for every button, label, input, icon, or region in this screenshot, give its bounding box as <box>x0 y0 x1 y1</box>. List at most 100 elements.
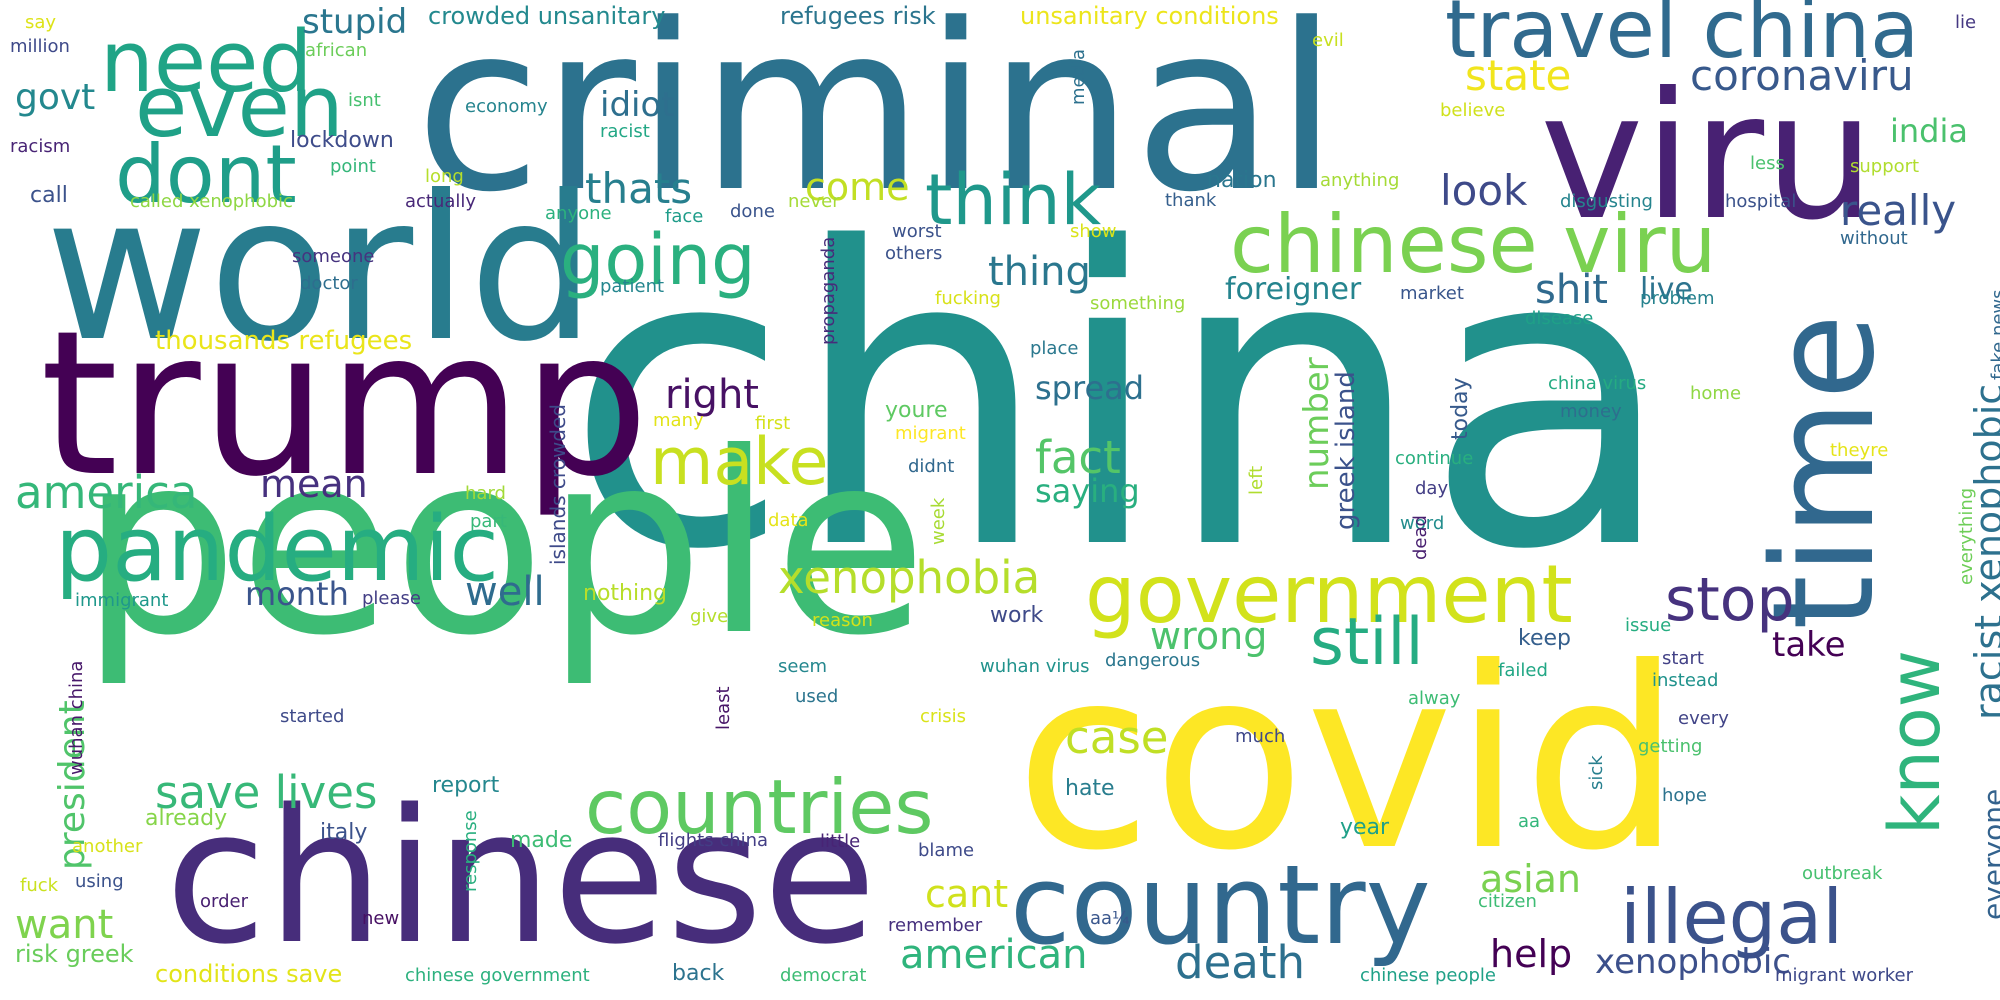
cloud-word-country: country <box>1010 841 1431 969</box>
cloud-word-wuhan-china: wuhan china <box>66 660 87 775</box>
cloud-word-immigrant: immigrant <box>75 590 169 611</box>
cloud-word-crowded-unsanitary: crowded unsanitary <box>428 2 666 30</box>
cloud-word-democrat: democrat <box>780 965 867 986</box>
cloud-word-market: market <box>1400 283 1464 304</box>
cloud-word-thank: thank <box>1165 190 1217 211</box>
cloud-word-countries: countries <box>585 763 934 851</box>
cloud-word-word: word <box>1400 513 1445 534</box>
cloud-word-outbreak: outbreak <box>1802 863 1883 884</box>
cloud-word-xenophobic: xenophobic <box>1595 942 1791 982</box>
cloud-word-already: already <box>145 806 228 831</box>
cloud-word-doctor: doctor <box>300 273 358 294</box>
cloud-word-citizen: citizen <box>1478 891 1537 912</box>
cloud-word-foreigner: foreigner <box>1225 272 1362 307</box>
cloud-word-thing: thing <box>988 249 1091 295</box>
cloud-word-another: another <box>72 836 143 857</box>
cloud-word-every: every <box>1678 708 1729 729</box>
cloud-word-think: think <box>925 159 1102 241</box>
cloud-word-italy: italy <box>320 820 368 845</box>
cloud-word-chinese-viru: chinese viru <box>1230 198 1717 291</box>
cloud-word-work: work <box>990 603 1044 628</box>
cloud-word-problem: problem <box>1640 288 1715 309</box>
cloud-word-reason: reason <box>812 610 873 631</box>
cloud-word-done: done <box>730 201 775 222</box>
cloud-word-state: state <box>1465 51 1572 100</box>
cloud-word-remember: remember <box>888 915 983 936</box>
cloud-word-started: started <box>280 706 345 727</box>
cloud-word-worst: worst <box>892 221 942 242</box>
cloud-word-isnt: isnt <box>348 90 381 111</box>
cloud-word-anyone: anyone <box>545 203 612 224</box>
cloud-word-cant: cant <box>925 872 1009 916</box>
cloud-word-evil: evil <box>1312 30 1344 51</box>
cloud-word-migrant-worker: migrant worker <box>1775 965 1913 986</box>
cloud-word-someone: someone <box>292 246 375 267</box>
cloud-word-islands-crowded: islands crowded <box>546 403 570 565</box>
cloud-word-xenophobia: xenophobia <box>778 551 1041 604</box>
cloud-word-criminal: criminal <box>415 0 1339 243</box>
cloud-word-didnt: didnt <box>908 456 955 477</box>
cloud-word-government: government <box>1085 548 1573 641</box>
cloud-word-coronaviru: coronaviru <box>1690 51 1914 100</box>
cloud-word-show: show <box>1070 221 1117 242</box>
cloud-word-fact: fact <box>1035 431 1121 484</box>
cloud-word-fuck: fuck <box>20 875 59 896</box>
cloud-word-hospital: hospital <box>1725 191 1797 212</box>
cloud-word-migrant: migrant <box>895 423 966 444</box>
cloud-word-everything: everything <box>1956 487 1977 585</box>
cloud-word-never: never <box>788 191 840 212</box>
cloud-word-illegal: illegal <box>1620 873 1844 961</box>
cloud-word-sick: sick <box>1586 755 1607 790</box>
cloud-word-getting: getting <box>1638 736 1703 757</box>
cloud-word-theyre: theyre <box>1830 440 1889 461</box>
cloud-word-asian: asian <box>1480 857 1582 901</box>
cloud-word-without: without <box>1840 228 1908 249</box>
cloud-word-less: less <box>1750 153 1785 174</box>
cloud-word-disgusting: disgusting <box>1560 191 1653 212</box>
cloud-word-nation: nation <box>1207 168 1277 193</box>
cloud-word-covid: covid <box>1015 614 1682 905</box>
cloud-word-viru: viru <box>1540 56 1876 259</box>
cloud-word-travel-china: travel china <box>1445 0 1920 76</box>
cloud-word-even: even <box>135 58 344 157</box>
cloud-word-death: death <box>1175 936 1305 989</box>
cloud-word-chinese: chinese <box>165 769 877 985</box>
cloud-word-world: world <box>45 153 596 386</box>
cloud-word-call: call <box>30 183 68 208</box>
cloud-word-well: well <box>465 569 545 615</box>
cloud-word-blame: blame <box>918 840 975 861</box>
cloud-word-govt: govt <box>15 77 96 118</box>
cloud-word-racist: racist <box>600 121 650 142</box>
cloud-word-month: month <box>245 575 349 613</box>
cloud-word-stop: stop <box>1665 565 1795 635</box>
cloud-word-refugees-risk: refugees risk <box>780 2 936 30</box>
cloud-word-please: please <box>362 588 421 609</box>
cloud-word-failed: failed <box>1498 660 1548 681</box>
cloud-word-left: left <box>1246 465 1267 495</box>
cloud-word-others: others <box>885 243 943 264</box>
cloud-word-want: want <box>15 902 114 948</box>
cloud-word-make: make <box>650 425 829 500</box>
cloud-word-india: india <box>1890 112 1968 150</box>
cloud-word-thats: thats <box>585 164 693 213</box>
cloud-word-hope: hope <box>1662 785 1707 806</box>
cloud-word-aa: aa¼ <box>1090 908 1130 929</box>
cloud-word-conditions-save: conditions save <box>155 960 343 988</box>
cloud-word-year: year <box>1340 815 1390 840</box>
cloud-word-dont: dont <box>115 128 297 221</box>
cloud-word-need: need <box>100 13 313 112</box>
cloud-word-dangerous: dangerous <box>1105 650 1201 671</box>
cloud-word-unsanitary-conditions: unsanitary conditions <box>1020 2 1279 30</box>
cloud-word-say: say <box>25 12 57 33</box>
cloud-word-number: number <box>1297 357 1337 490</box>
cloud-word-look: look <box>1440 166 1528 215</box>
cloud-word-going: going <box>560 219 756 301</box>
cloud-word-still: still <box>1310 605 1424 680</box>
cloud-word-day: day <box>1415 478 1449 499</box>
cloud-word-little: little <box>820 831 861 852</box>
cloud-word-live: live <box>1640 272 1693 307</box>
cloud-word-help: help <box>1490 932 1573 976</box>
cloud-word-issue: issue <box>1625 615 1672 636</box>
cloud-word-place: place <box>1030 338 1079 359</box>
cloud-word-lie: lie <box>1955 12 1977 33</box>
